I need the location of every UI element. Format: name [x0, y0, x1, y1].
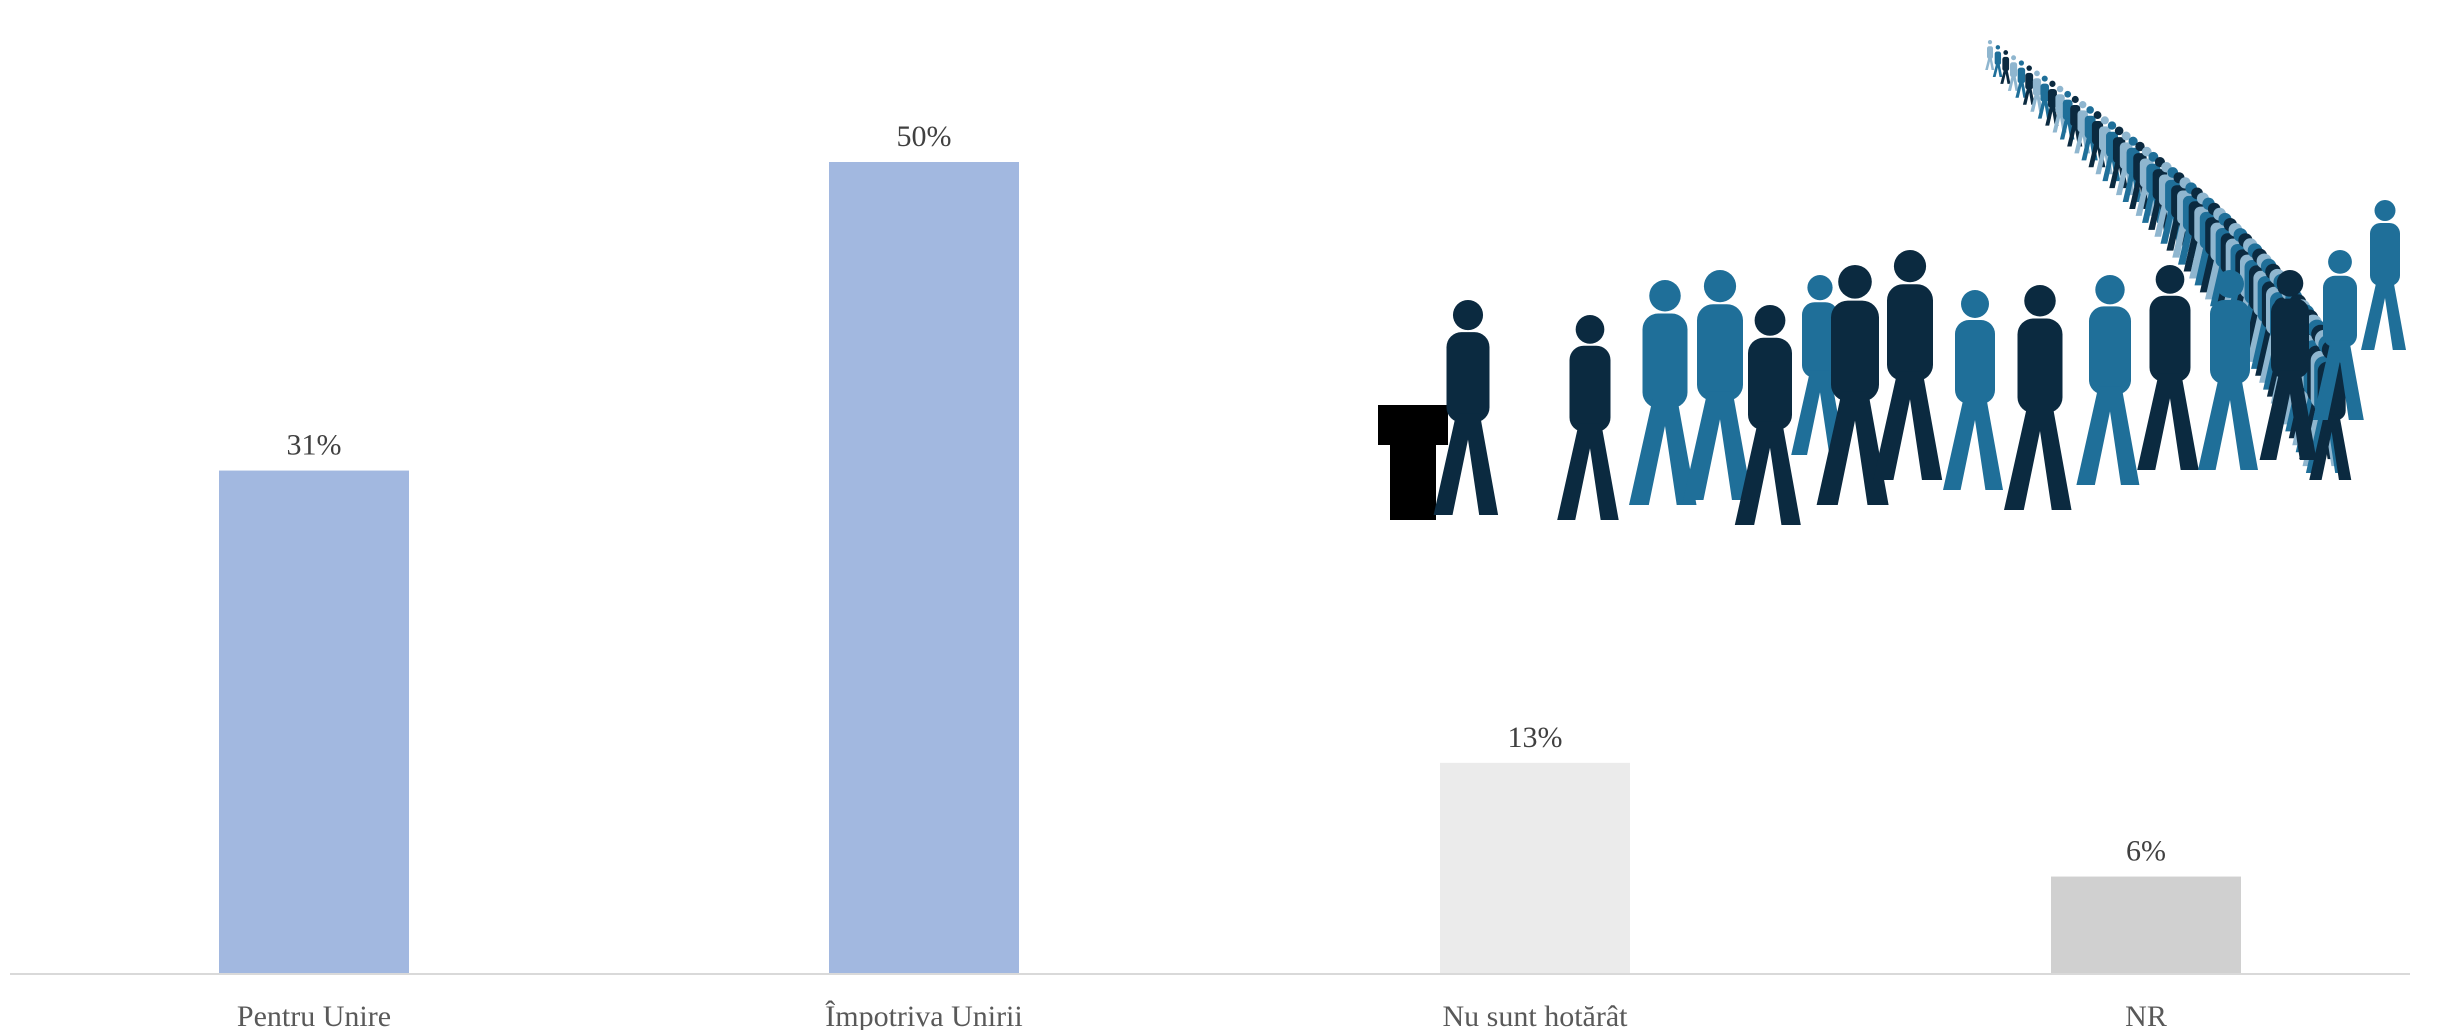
bar-4 — [2051, 876, 2241, 974]
value-labels-group: 31% 50% 13% 6% — [287, 120, 2167, 868]
category-labels-group: Pentru Unire Împotriva Unirii Nu sunt hotă… — [237, 1000, 2167, 1030]
category-label-3: Nu sunt hotărât — [1443, 1000, 1629, 1030]
value-label-2: 50% — [897, 120, 952, 153]
value-label-4: 6% — [2126, 835, 2166, 868]
bar-2 — [829, 162, 1019, 974]
category-label-1: Pentru Unire — [237, 1000, 391, 1030]
crowd-voting-icon — [1378, 40, 2406, 525]
bar-3 — [1440, 762, 1630, 974]
value-label-1: 31% — [287, 429, 342, 462]
category-label-4: NR — [2125, 1000, 2167, 1030]
value-label-3: 13% — [1508, 721, 1563, 754]
bars-group — [219, 162, 2241, 974]
bar-1 — [219, 470, 409, 974]
category-label-2: Împotriva Unirii — [825, 1000, 1022, 1030]
